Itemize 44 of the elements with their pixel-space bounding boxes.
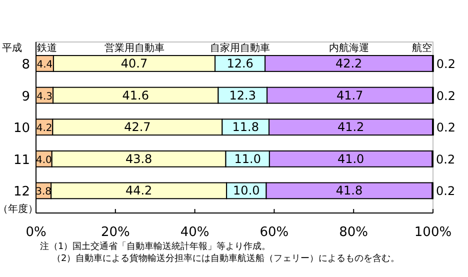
data-label: 0.2 <box>436 56 456 71</box>
y-tick-label: 10 <box>13 121 30 136</box>
x-tick-label: 40% <box>180 225 210 240</box>
data-label: 4.3 <box>36 91 52 102</box>
data-label: 12.6 <box>226 56 254 70</box>
x-tick-label: 100% <box>414 225 452 240</box>
data-label: 41.7 <box>336 88 364 102</box>
x-tick-label: 20% <box>100 225 130 240</box>
data-label: 42.7 <box>124 120 151 134</box>
data-label: 4.2 <box>36 123 52 134</box>
data-label: 41.8 <box>336 184 363 198</box>
y-axis-title: 平成 <box>2 42 22 54</box>
data-label: 43.8 <box>125 152 152 166</box>
text: 注（1）国土交通省「自動車輸送統計年報」等より作成。 <box>40 241 271 252</box>
series-label: 自家用自動車 <box>210 42 270 54</box>
data-label: 0.2 <box>436 152 456 166</box>
y-tick-label: 12 <box>13 184 30 200</box>
data-label: 0.2 <box>436 88 456 103</box>
data-label: 41.0 <box>337 152 364 166</box>
x-tick-label: 0% <box>26 225 46 240</box>
series-label: 営業用自動車 <box>104 42 164 54</box>
data-label: 11.8 <box>232 120 259 134</box>
data-label: 0.2 <box>436 184 456 198</box>
data-label: 40.7 <box>120 56 148 70</box>
data-label: 41.2 <box>337 120 364 134</box>
data-label: 0.2 <box>436 120 456 135</box>
y-tick-label: 8 <box>22 57 30 72</box>
data-label: 4.4 <box>36 59 53 70</box>
series-label: 航空 <box>412 42 432 54</box>
y-tick-label: 9 <box>22 89 30 104</box>
data-label: 4.0 <box>36 154 52 166</box>
series-label: 鉄道 <box>37 42 57 54</box>
data-label: 42.2 <box>335 56 362 70</box>
data-label: 11.0 <box>234 152 261 166</box>
series-label: 内航海運 <box>328 42 369 54</box>
x-tick-label: 60% <box>260 225 289 240</box>
y-tick-label: 11 <box>13 152 30 168</box>
data-label: 41.6 <box>122 88 150 102</box>
data-label: 44.2 <box>125 184 152 198</box>
data-label: 12.3 <box>229 88 256 102</box>
annotation: （年度） <box>0 203 38 215</box>
text: （2）自動車による貨物輸送分担率には自動車航送船（フェリー）によるものを含む。 <box>52 253 400 264</box>
x-tick-label: 80% <box>339 225 368 240</box>
data-label: 10.0 <box>233 184 260 198</box>
